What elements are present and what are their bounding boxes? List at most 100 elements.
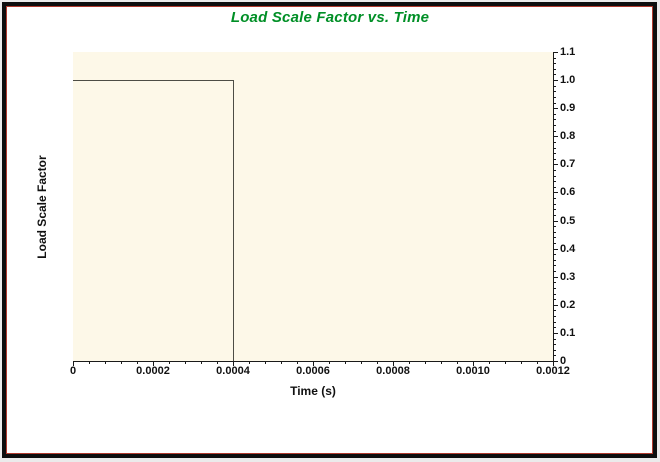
y-minor-tick [554, 85, 556, 87]
y-minor-tick [554, 102, 556, 104]
y-major-tick [554, 332, 558, 334]
y-tick-label: 0.9 [560, 102, 576, 115]
y-minor-tick [554, 310, 556, 312]
y-minor-tick [554, 293, 556, 295]
x-minor-tick [137, 362, 138, 364]
y-minor-tick [554, 344, 556, 346]
y-minor-tick [554, 130, 556, 132]
x-minor-tick [329, 362, 330, 364]
x-minor-tick [121, 362, 122, 364]
y-minor-tick [554, 287, 556, 289]
x-major-tick [233, 362, 234, 366]
y-minor-tick [554, 147, 556, 149]
y-minor-tick [554, 91, 556, 93]
y-minor-tick [554, 271, 556, 273]
y-minor-tick [554, 226, 556, 228]
y-minor-tick [554, 175, 556, 177]
y-axis-line [553, 52, 554, 362]
x-minor-tick [281, 362, 282, 364]
y-tick-label: 1.1 [560, 46, 576, 58]
x-minor-tick [169, 362, 170, 364]
y-tick-label: 0.7 [560, 158, 576, 171]
x-tick-label: 0 [69, 365, 77, 377]
x-minor-tick [457, 362, 458, 364]
x-minor-tick [377, 362, 378, 364]
x-major-tick [553, 362, 554, 366]
y-tick-label: 0 [560, 355, 567, 367]
x-minor-tick [505, 362, 506, 364]
x-major-tick [313, 362, 314, 366]
x-minor-tick [249, 362, 250, 364]
x-major-tick [393, 362, 394, 366]
y-minor-tick [554, 316, 556, 318]
y-minor-tick [554, 237, 556, 239]
x-minor-tick [105, 362, 106, 364]
y-tick-label: 0.6 [560, 186, 576, 199]
y-minor-tick [554, 113, 556, 115]
x-tick-label: 0.0002 [136, 365, 170, 377]
plot-area [73, 52, 553, 361]
y-major-tick [554, 220, 558, 222]
y-minor-tick [554, 57, 556, 59]
y-minor-tick [554, 203, 556, 205]
x-tick-label: 0.0006 [296, 365, 330, 377]
x-minor-tick [537, 362, 538, 364]
y-major-tick [554, 108, 558, 110]
x-minor-tick [345, 362, 346, 364]
y-minor-tick [554, 327, 556, 329]
x-major-tick [73, 362, 74, 366]
x-tick-label: 0.0008 [376, 365, 410, 377]
x-major-tick [153, 362, 154, 366]
y-minor-tick [554, 169, 556, 171]
y-minor-tick [554, 119, 556, 121]
y-tick-label: 0.2 [560, 298, 576, 311]
y-major-tick [554, 164, 558, 166]
y-minor-tick [554, 355, 556, 357]
chart-title: Load Scale Factor vs. Time [230, 9, 430, 26]
y-minor-tick [554, 181, 556, 183]
x-tick-label: 0.0012 [536, 365, 570, 377]
y-minor-tick [554, 186, 556, 188]
y-major-tick [554, 361, 558, 362]
x-minor-tick [201, 362, 202, 364]
x-minor-tick [489, 362, 490, 364]
y-minor-tick [554, 321, 556, 323]
x-minor-tick [409, 362, 410, 364]
x-minor-tick [89, 362, 90, 364]
y-tick-label: 0.5 [560, 214, 576, 227]
series-line-segment [73, 80, 234, 81]
y-major-tick [554, 136, 558, 138]
x-axis-title: Time (s) [290, 384, 336, 398]
x-minor-tick [441, 362, 442, 364]
y-minor-tick [554, 259, 556, 261]
y-tick-label: 0.8 [560, 130, 576, 143]
y-major-tick [554, 276, 558, 278]
x-minor-tick [217, 362, 218, 364]
y-minor-tick [554, 265, 556, 267]
y-minor-tick [554, 214, 556, 216]
y-minor-tick [554, 63, 556, 65]
y-minor-tick [554, 338, 556, 340]
y-major-tick [554, 248, 558, 250]
y-major-tick [554, 52, 558, 53]
y-tick-label: 0.1 [560, 326, 576, 339]
y-tick-label: 1.0 [560, 74, 576, 87]
y-minor-tick [554, 299, 556, 301]
y-minor-tick [554, 125, 556, 127]
y-minor-tick [554, 74, 556, 76]
x-axis-line [73, 361, 554, 362]
y-minor-tick [554, 209, 556, 211]
y-minor-tick [554, 158, 556, 160]
x-tick-label: 0.0010 [456, 365, 490, 377]
x-minor-tick [265, 362, 266, 364]
y-axis-title: Load Scale Factor [35, 155, 49, 259]
x-major-tick [473, 362, 474, 366]
y-minor-tick [554, 68, 556, 70]
y-minor-tick [554, 254, 556, 256]
y-minor-tick [554, 231, 556, 233]
y-minor-tick [554, 96, 556, 98]
y-major-tick [554, 304, 558, 306]
y-tick-label: 0.4 [560, 242, 576, 255]
